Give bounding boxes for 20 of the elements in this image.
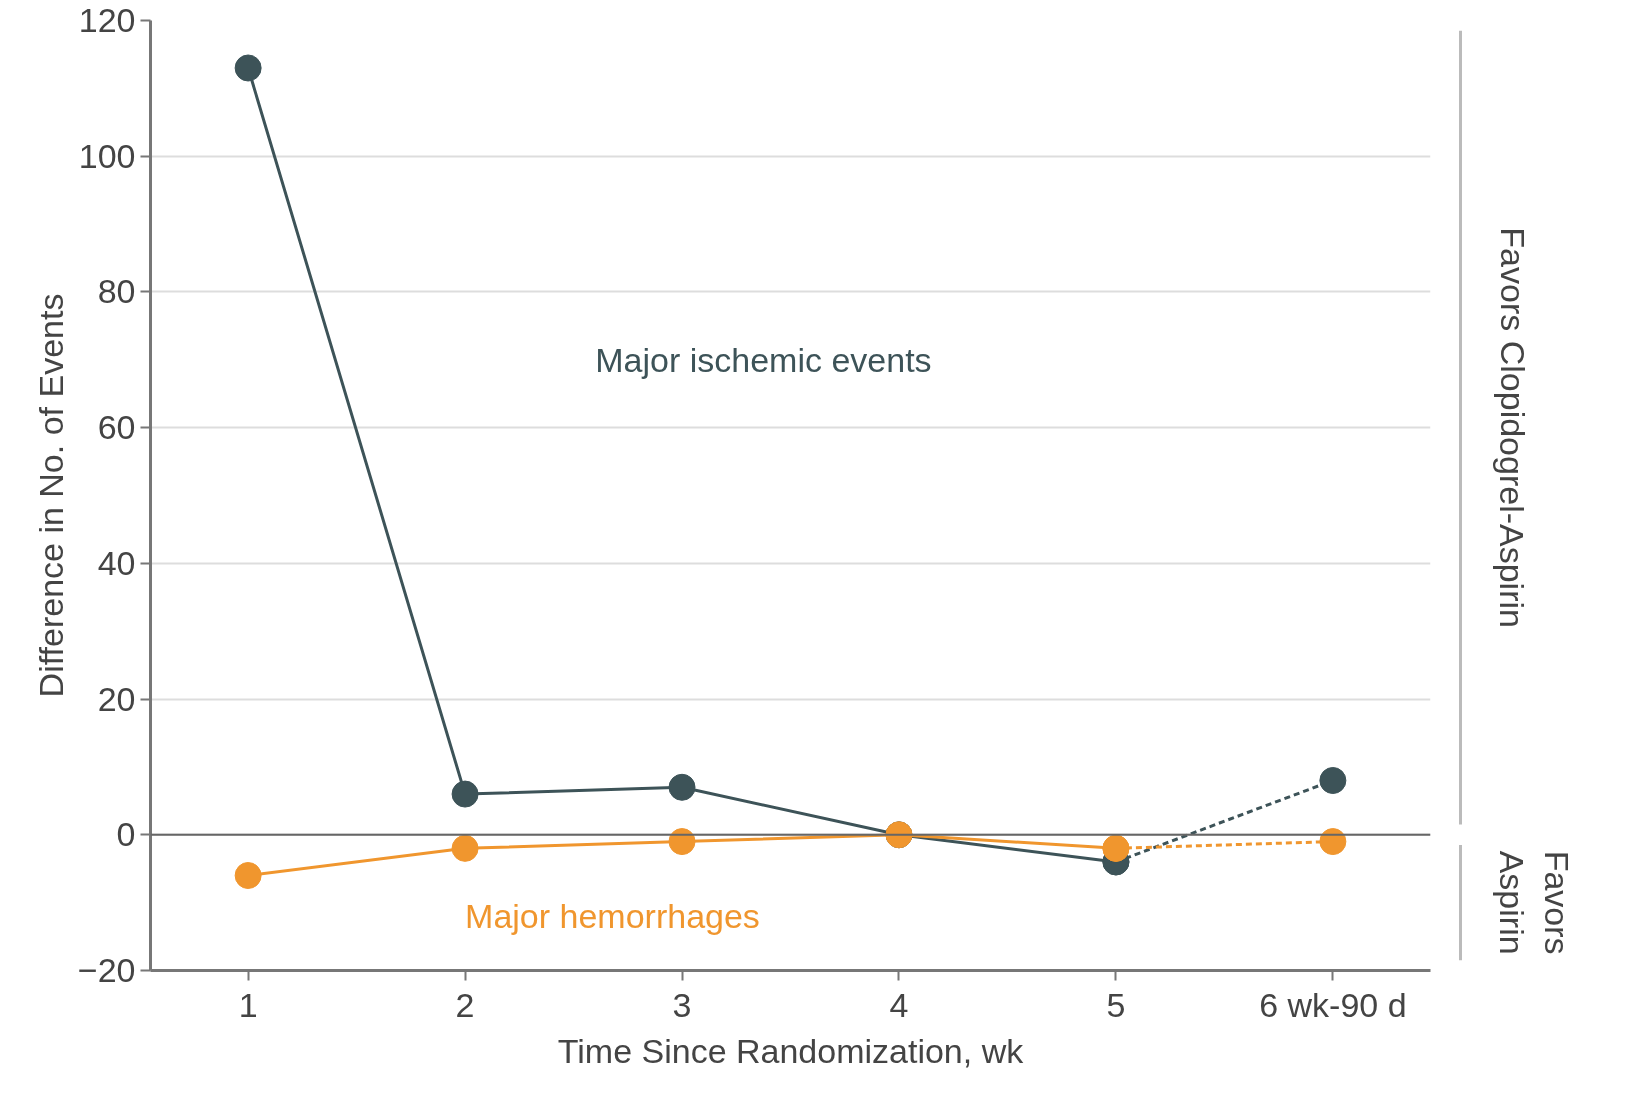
y-tick-label: 20: [97, 679, 136, 718]
y-tick-label: 0: [116, 815, 136, 854]
x-tick-label: 2: [455, 985, 475, 1024]
y-tick-label: 60: [97, 408, 136, 447]
x-tick-label: 1: [238, 985, 258, 1024]
x-tick-label: 5: [1106, 985, 1126, 1024]
x-axis-title: Time Since Randomization, wk: [557, 1031, 1025, 1070]
y-tick-label: 100: [78, 136, 136, 175]
text: Favors Aspirin: [1492, 850, 1577, 955]
y-tick-label: 120: [78, 1, 136, 39]
x-tick-label: 3: [672, 985, 692, 1024]
y-tick-label: −20: [77, 951, 136, 989]
x-tick-label: 4: [889, 985, 909, 1024]
x-tick-label: 6 wk-90 d: [1259, 985, 1407, 1024]
text: Favors Clopidogrel-Aspirin: [1493, 227, 1532, 628]
y-axis-title: Difference in No. of Events: [31, 293, 70, 698]
y-tick-label: 80: [97, 272, 136, 311]
y-tick-label: 40: [97, 543, 136, 582]
text: Major ischemic events: [595, 340, 932, 379]
series-label: Major hemorrhages: [465, 897, 760, 936]
